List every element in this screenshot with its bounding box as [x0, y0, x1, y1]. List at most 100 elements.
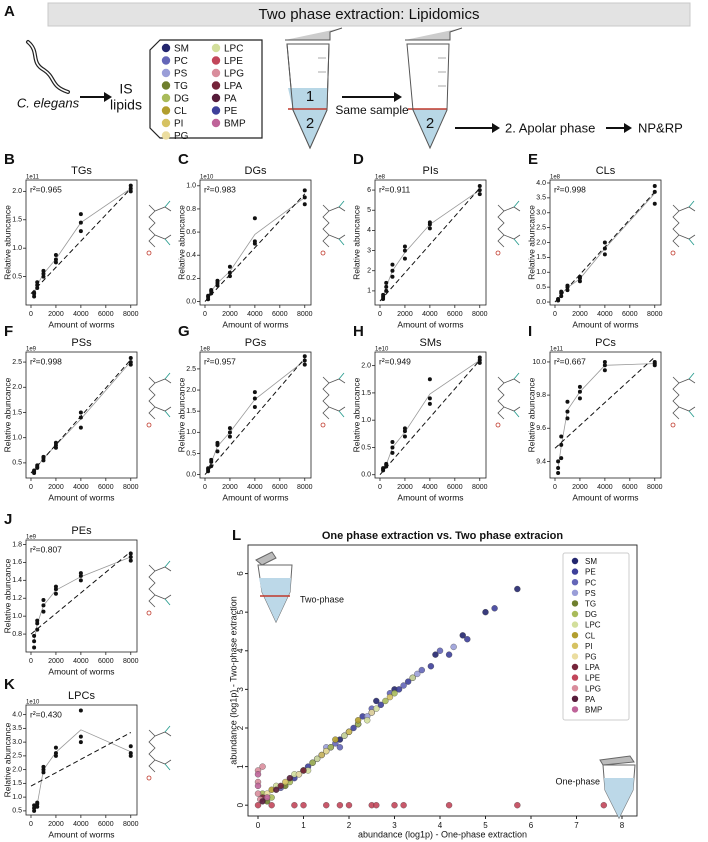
offset-label: 1e8	[200, 347, 211, 353]
data-point	[427, 226, 432, 231]
data-point	[252, 239, 257, 244]
x-axis-label: Amount of worms	[572, 319, 638, 329]
data-point	[32, 633, 37, 638]
x-tick-label: 6000	[98, 484, 114, 491]
data-point	[373, 697, 380, 705]
x-tick-label: 2000	[397, 311, 413, 318]
x-tick-label: 0	[29, 311, 33, 318]
legend-dot	[571, 557, 579, 565]
data-point	[227, 270, 232, 275]
data-point	[652, 189, 657, 194]
x-axis-label: Amount of worms	[222, 319, 288, 329]
structure-accent	[670, 250, 676, 256]
y-tick-label: 3.0	[12, 739, 22, 746]
data-point	[254, 802, 262, 809]
data-point	[391, 690, 398, 697]
data-point	[354, 717, 362, 724]
fit-line	[379, 359, 481, 476]
y-tick-label: 2.0	[12, 384, 22, 391]
legend-label: PC	[585, 578, 596, 587]
data-point	[565, 409, 570, 414]
x-tick-label: 8000	[123, 658, 139, 665]
data-point	[78, 229, 83, 234]
x-tick-label: 6000	[272, 311, 288, 318]
x-tick-label: 8000	[647, 311, 663, 318]
y-tick-label: 2.5	[186, 366, 196, 373]
legend-dot	[571, 674, 579, 681]
data-point	[128, 189, 133, 194]
data-point	[252, 404, 257, 409]
structure	[148, 729, 172, 773]
data-point	[273, 786, 280, 793]
y-tick-label: 2	[236, 725, 245, 730]
data-point	[332, 736, 339, 743]
data-point	[600, 802, 607, 809]
data-point	[427, 401, 432, 406]
data-point	[384, 461, 389, 466]
y-tick-label: 2.0	[361, 362, 371, 369]
data-point	[302, 202, 307, 207]
data-point	[577, 384, 582, 389]
data-point	[400, 802, 407, 809]
data-point	[341, 732, 348, 739]
x-tick-label: 6000	[272, 484, 288, 491]
y-tick-label: 0.5	[361, 444, 371, 451]
x-tick-label: 0	[553, 311, 557, 318]
data-point	[53, 257, 58, 262]
legend-label: LPA	[224, 81, 242, 92]
x-tick-label: 4000	[73, 821, 89, 828]
y-tick-label: 3.5	[12, 725, 22, 732]
data-point	[53, 253, 58, 257]
y-tick-label: 1	[367, 288, 371, 295]
offset-label: 1e11	[550, 347, 564, 353]
organism: C. elegans	[17, 95, 80, 110]
legend-label: DG	[585, 610, 597, 619]
y-tick-label: 2	[367, 268, 371, 275]
legend-dot	[211, 56, 221, 65]
offset-label: 1e9	[26, 535, 37, 541]
data-point	[427, 663, 435, 670]
legend-label: LPC	[585, 621, 601, 630]
legend-dot	[571, 663, 579, 671]
panel-letter: L	[232, 527, 241, 544]
x-tick-label: 2000	[572, 311, 588, 318]
data-point	[384, 284, 389, 289]
data-point	[227, 264, 232, 269]
y-tick-label: 1.0	[12, 613, 22, 620]
offset-label: 1e10	[375, 347, 389, 353]
y-tick-label: 0.5	[12, 273, 22, 280]
x-tick-label: 2000	[397, 484, 413, 491]
data-point	[128, 753, 133, 758]
y-tick-label: 3.5	[536, 195, 546, 202]
annotation: One-phase	[555, 776, 600, 786]
annotation: r²=0.667	[554, 356, 586, 366]
chart-title: PIs	[423, 165, 439, 177]
worm-highlight	[27, 41, 69, 93]
panel-letter: G	[178, 323, 190, 340]
data-point	[556, 471, 561, 476]
legend-label: PS	[174, 69, 188, 80]
legend-label: TG	[174, 81, 188, 92]
data-point	[464, 636, 471, 643]
data-point	[41, 274, 46, 279]
x-axis-label: Amount of worms	[48, 666, 114, 676]
data-point	[252, 216, 257, 221]
x-tick-label: 4000	[597, 311, 613, 318]
legend-label: LPE	[224, 56, 243, 67]
data-point	[559, 294, 564, 299]
legend-label: LPG	[224, 69, 244, 80]
structure-accent	[164, 560, 171, 606]
x-tick-label: 4000	[247, 484, 263, 491]
legend-label: LPE	[585, 674, 600, 683]
legend-label: SM	[585, 557, 597, 566]
structure	[322, 204, 346, 248]
structure	[497, 376, 521, 420]
data-point	[53, 591, 58, 596]
y-axis-label: Relative abuncance	[351, 377, 361, 452]
legend-dot	[161, 106, 171, 115]
data-point	[381, 466, 386, 471]
x-axis-label: Amount of worms	[397, 492, 463, 502]
x-tick-label: 0	[553, 484, 557, 491]
y-axis-label: Relative abuncance	[2, 205, 12, 280]
